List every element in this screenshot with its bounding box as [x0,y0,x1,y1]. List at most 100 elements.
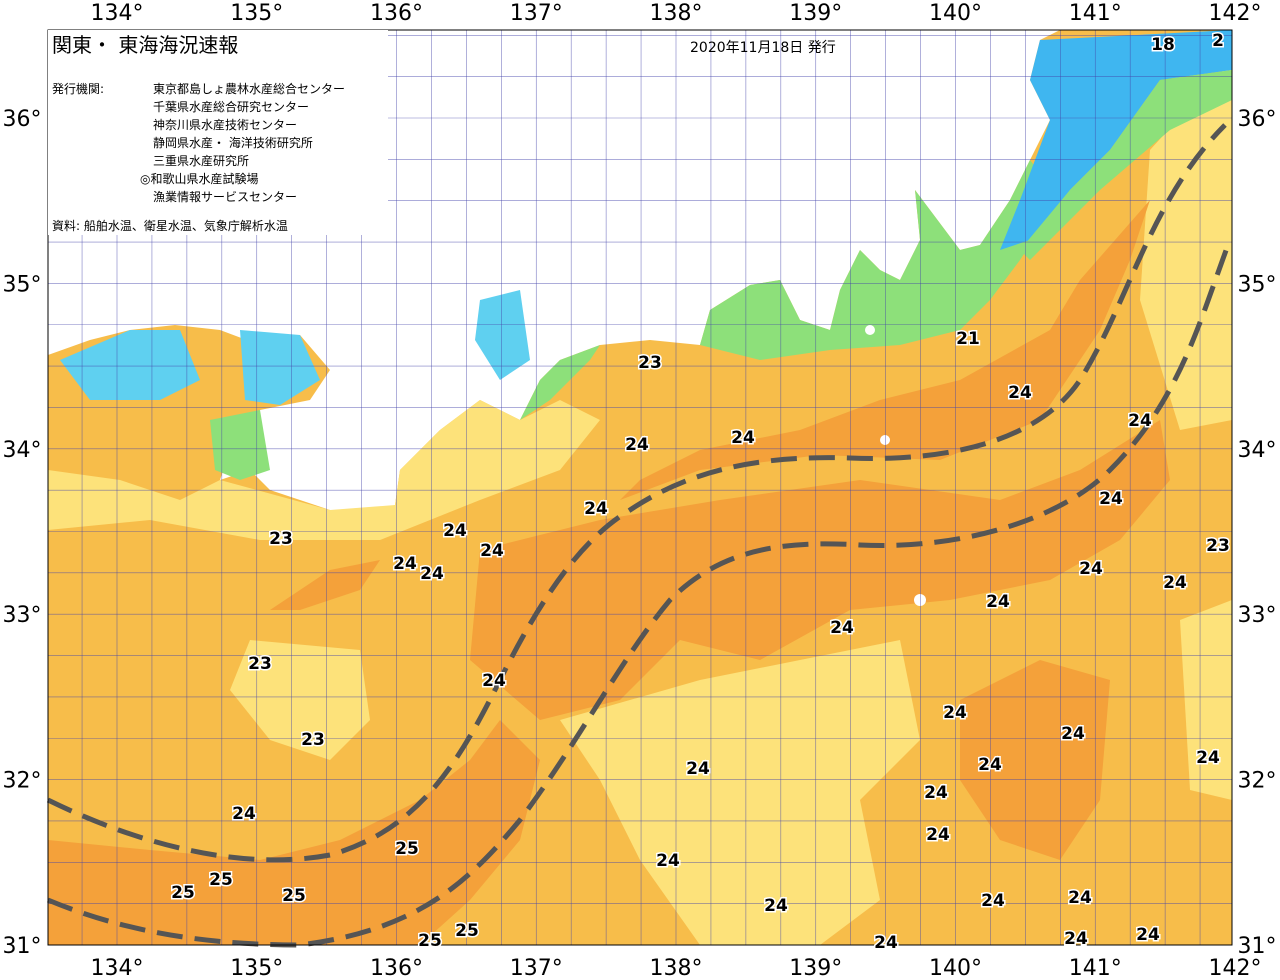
warm-zone-dark [960,660,1110,860]
kuroshio-path [47,244,1231,948]
cold-zone-blue [1000,30,1232,250]
map-border [47,29,1233,946]
contour-label: 25 [171,883,195,903]
longitude-label: 136° [370,956,423,980]
latitude-label: 33° [3,603,42,628]
publisher: 静岡県水産・ 海洋技術研究所 [153,135,313,150]
contour-label: 18 [1151,35,1175,55]
publisher: 東京都島しょ農林水産総合センター [153,81,345,96]
latitude-label: 35° [3,272,42,297]
contour-label: 23 [301,730,325,750]
publisher: 三重県水産研究所 [153,153,249,168]
longitude-label: 138° [650,1,703,26]
island [914,594,926,606]
contour-label: 24 [986,592,1010,612]
contour-label: 24 [978,755,1002,775]
contour-label: 24 [926,825,950,845]
cold-zone-green [210,410,270,480]
warm-zone-light [1140,60,1232,430]
contour-label: 24 [1064,929,1088,949]
contour-label: 24 [420,564,444,584]
publisher: ◎和歌山県水産試験場 [140,171,258,186]
longitude-label: 135° [230,956,283,980]
warm-zone-light [48,400,600,540]
latitude-label: 36° [1238,107,1277,132]
contour-label: 24 [1128,411,1152,431]
contour-label: 24 [764,896,788,916]
contour-label: 25 [282,886,306,906]
longitude-label: 140° [929,1,982,26]
contour-label: 23 [248,654,272,674]
contour-label: 24 [1136,925,1160,945]
longitude-label: 139° [789,1,842,26]
longitude-label: 142° [1209,956,1262,980]
warm-zone-light [560,640,920,945]
cold-zone-green [520,345,600,420]
publisher: 千葉県水産総合研究センター [153,99,309,114]
longitude-label: 140° [929,956,982,980]
contour-label: 24 [1163,573,1187,593]
contour-label: 25 [209,870,233,890]
contour-label: 24 [232,804,256,824]
contour-label: 2 [1212,31,1224,51]
latitude-label: 31° [1238,934,1277,959]
contour-label: 24 [480,541,504,561]
latitude-label: 34° [1238,438,1277,463]
cold-zone-blue [60,330,200,400]
longitude-label: 139° [789,956,842,980]
map-title: 関東・ 東海海況速報 [52,33,238,57]
contour-label: 23 [638,353,662,373]
island [880,435,890,445]
longitude-label: 138° [650,956,703,980]
contour-label: 24 [943,703,967,723]
longitude-label: 137° [510,956,563,980]
latitude-label: 34° [3,438,42,463]
contour-label: 23 [269,529,293,549]
cold-zone-blue [240,330,320,405]
contour-label: 25 [395,839,419,859]
contour-label: 24 [1079,559,1103,579]
cold-zone-green [700,160,1060,360]
contour-label: 21 [956,329,980,349]
contour-label: 23 [1206,536,1230,556]
cold-zone-green [1020,70,1232,260]
longitude-label: 137° [510,1,563,26]
contour-label: 24 [656,851,680,871]
longitude-label: 141° [1069,1,1122,26]
longitude-label: 135° [230,1,283,26]
contour-label: 25 [418,931,442,951]
warm-zone-dark [470,420,1170,720]
longitude-label: 134° [91,1,144,26]
contour-label: 24 [443,521,467,541]
publisher: 神奈川県水産技術センター [153,117,297,132]
contour-label: 24 [924,783,948,803]
contour-label: 24 [1068,888,1092,908]
legend-box [48,30,388,235]
contour-label: 24 [584,499,608,519]
contour-label: 24 [482,671,506,691]
contour-label: 24 [874,933,898,953]
longitude-label: 141° [1069,956,1122,980]
warm-zone-dark [270,560,380,610]
publisher-label: 発行機関: [52,81,104,96]
kuroshio-path [46,123,1227,863]
contour-label: 24 [625,435,649,455]
latitude-label: 31° [3,934,42,959]
publisher: 漁業情報サービスセンター [153,190,297,204]
longitude-label: 142° [1209,1,1262,26]
island [865,325,875,335]
warm-zone-dark [48,720,540,945]
warm-zone-light [1180,600,1232,800]
contour-label: 24 [830,618,854,638]
contour-label: 24 [393,554,417,574]
contour-label: 24 [1061,724,1085,744]
contour-label: 24 [981,891,1005,911]
latitude-label: 33° [1238,603,1277,628]
warm-zone-dark [620,200,1150,500]
contour-label: 25 [455,921,479,941]
latitude-label: 36° [3,107,42,132]
latitude-label: 32° [3,769,42,794]
contour-label: 24 [1196,748,1220,768]
